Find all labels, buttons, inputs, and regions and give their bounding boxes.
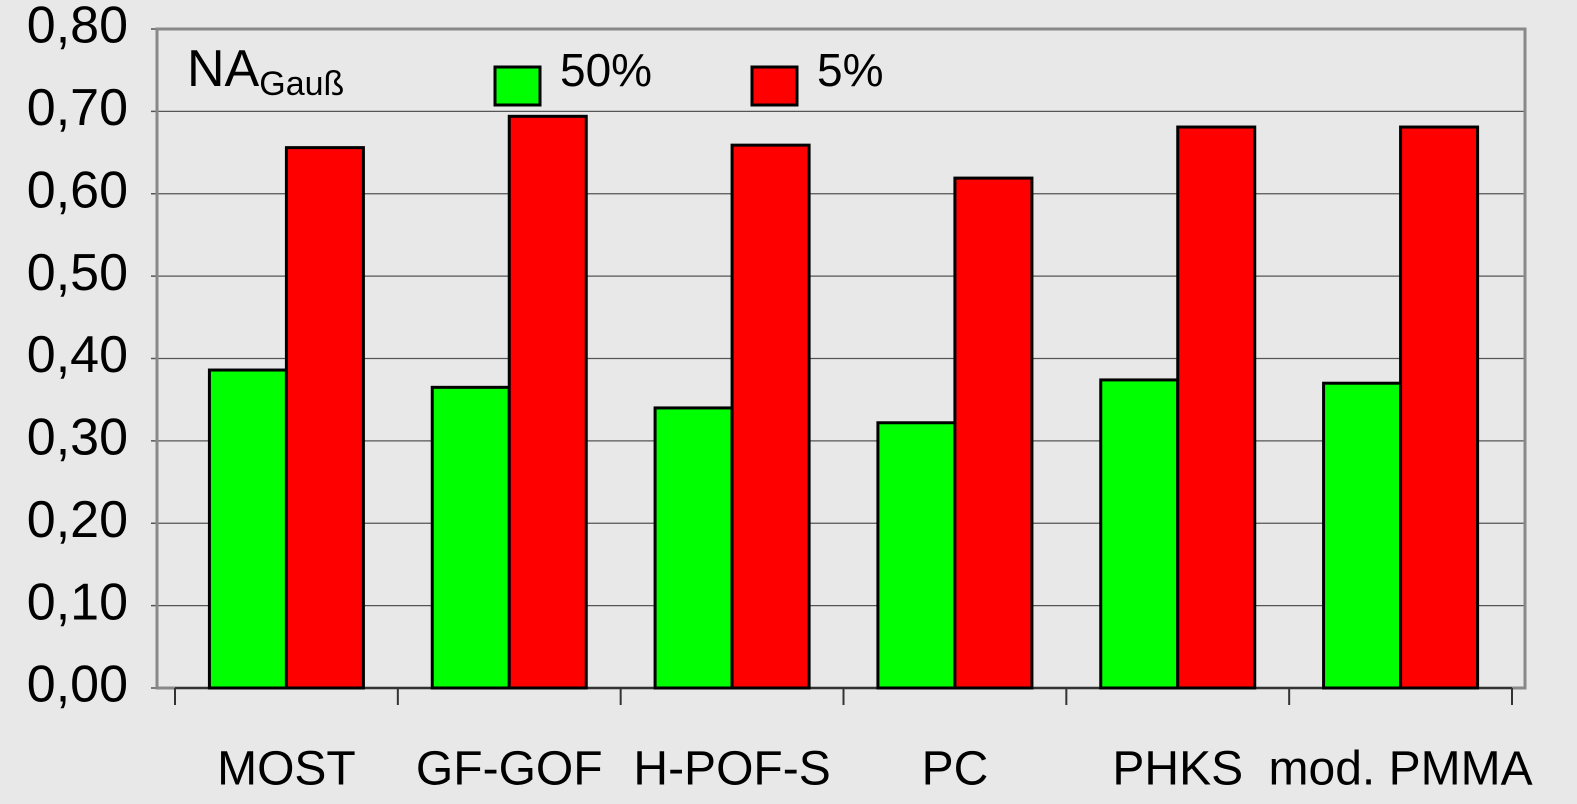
bar	[653, 406, 734, 690]
legend-label: 50%	[560, 44, 652, 96]
legend-swatch	[750, 65, 799, 107]
bar	[1322, 381, 1403, 690]
y-tick-label: 0,30	[27, 409, 128, 467]
bar	[207, 368, 288, 690]
bar	[730, 143, 811, 690]
chart-title: NAGauß	[187, 40, 344, 103]
bar	[1176, 125, 1257, 690]
y-tick-label: 0,00	[27, 656, 128, 714]
bar	[430, 385, 511, 690]
bar	[1099, 378, 1180, 690]
y-tick-label: 0,50	[27, 244, 128, 302]
x-tick-label: GF-GOF	[416, 743, 603, 796]
bar	[507, 114, 588, 690]
legend-label: 5%	[817, 44, 883, 96]
x-tick-label: PC	[922, 743, 989, 796]
title-sub: Gauß	[259, 65, 344, 103]
x-tick-label: mod. PMMA	[1269, 743, 1533, 796]
y-tick-label: 0,70	[27, 79, 128, 137]
bar	[876, 421, 957, 690]
y-tick-label: 0,80	[27, 0, 128, 55]
legend-swatch	[493, 65, 542, 107]
x-tick-label: H-POF-S	[633, 743, 830, 796]
bar	[284, 146, 365, 690]
title-main: NA	[187, 40, 260, 98]
bar	[953, 176, 1034, 690]
x-tick-label: MOST	[217, 743, 356, 796]
bar	[1399, 125, 1480, 690]
y-tick-label: 0,40	[27, 326, 128, 384]
y-tick-label: 0,20	[27, 491, 128, 549]
y-tick-label: 0,60	[27, 161, 128, 219]
x-tick-label: PHKS	[1112, 743, 1243, 796]
y-tick-label: 0,10	[27, 573, 128, 631]
